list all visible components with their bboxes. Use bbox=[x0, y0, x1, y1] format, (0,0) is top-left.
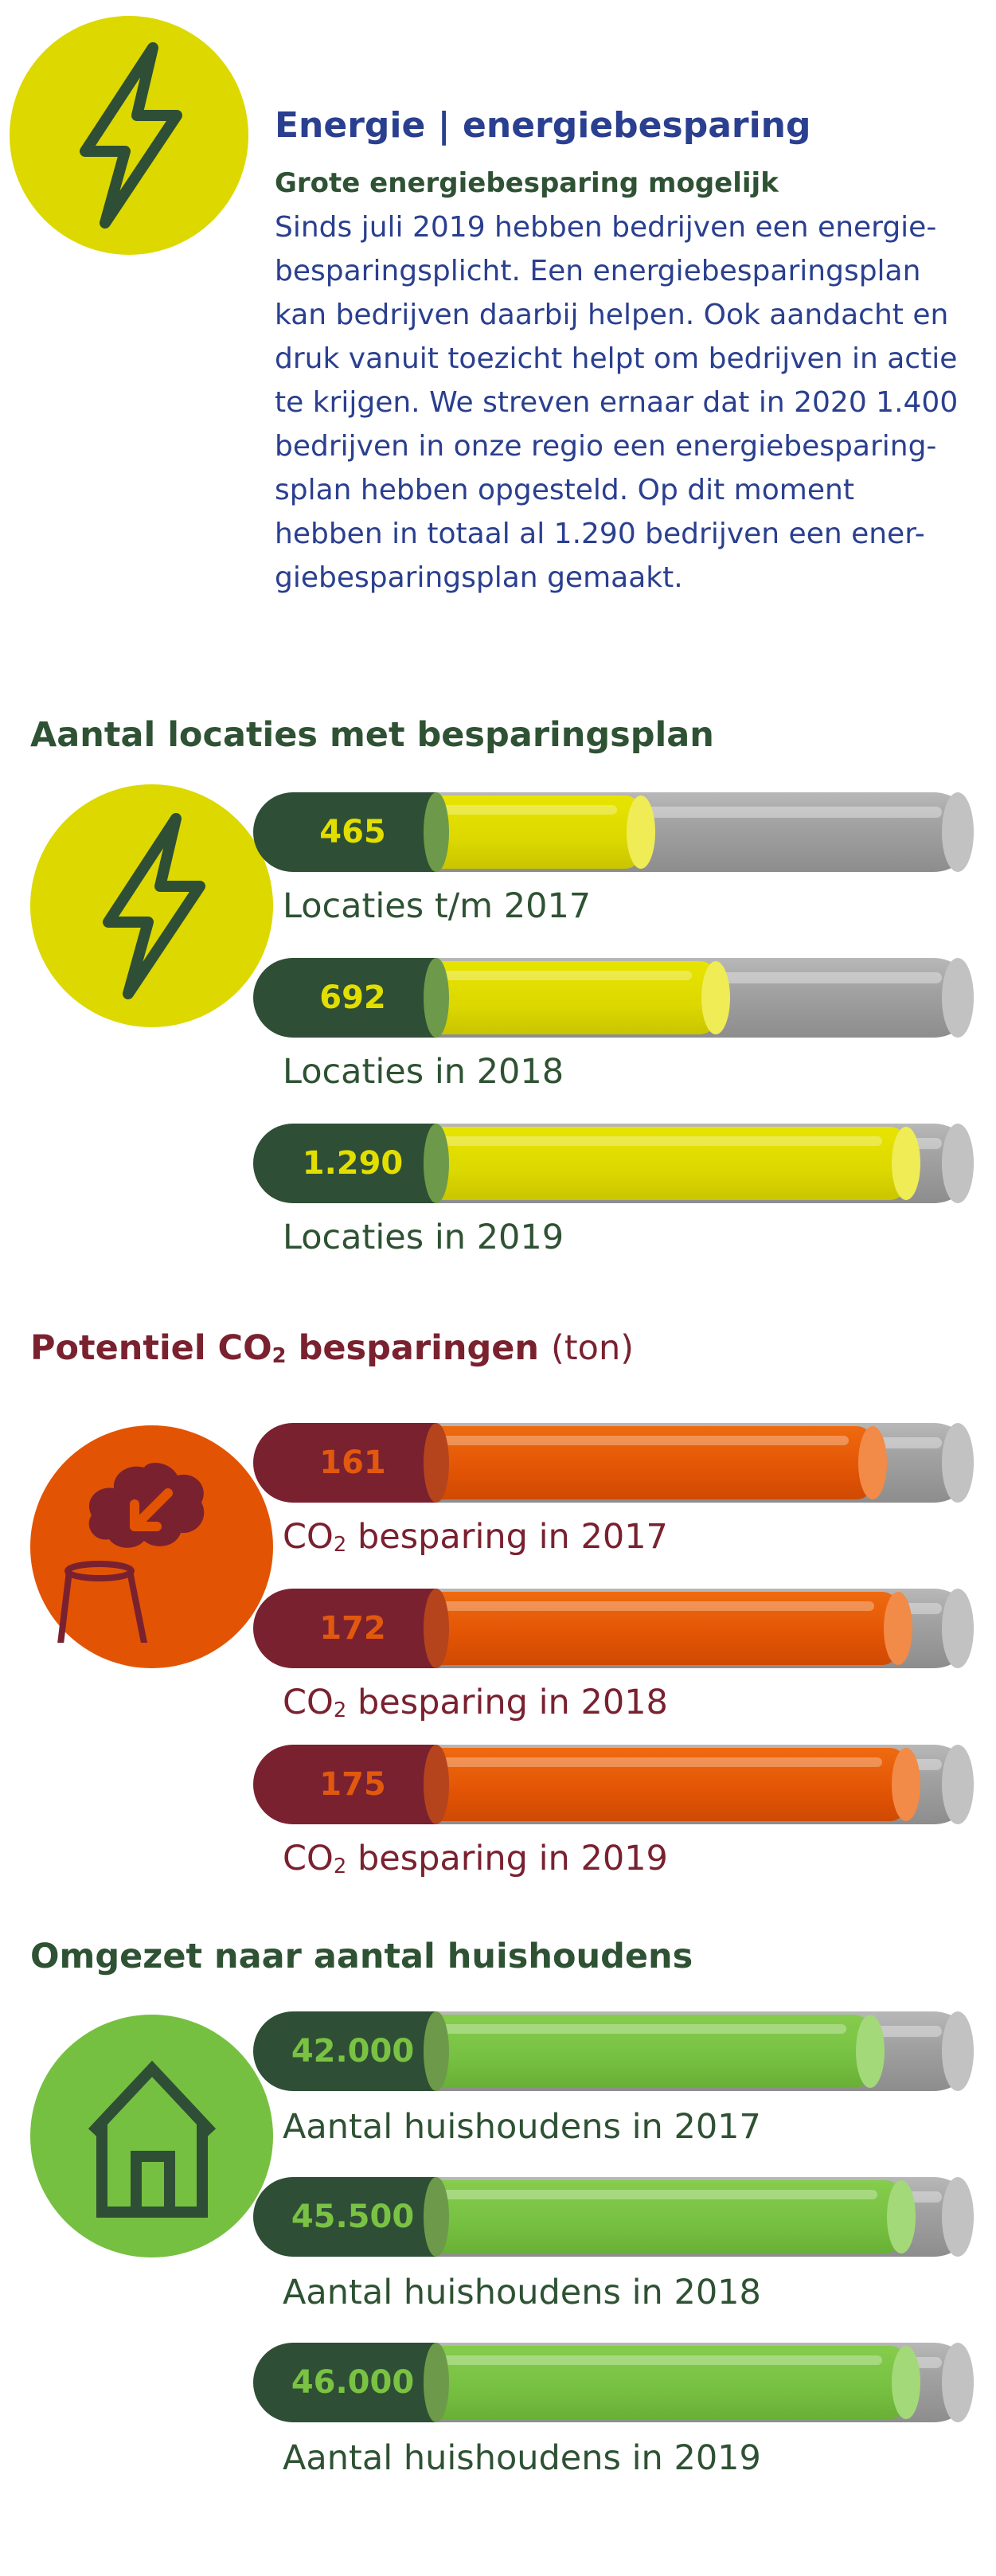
house-icon bbox=[88, 2060, 216, 2218]
intro-line: bedrijven in onze regio een energiebespa… bbox=[275, 430, 937, 463]
intro-line: druk vanuit toezicht helpt om bedrijven … bbox=[275, 342, 958, 375]
bar-fill bbox=[396, 1426, 887, 1499]
bar-value: 46.000 bbox=[291, 2364, 415, 2401]
section-heading-households: Omgezet naar aantal huishoudens bbox=[30, 1937, 693, 1976]
bar-value: 692 bbox=[319, 979, 386, 1016]
intro-line: splan hebben opgesteld. Op dit moment bbox=[275, 474, 854, 506]
bar-label: CO2 besparing in 2019 bbox=[283, 1839, 668, 1878]
bar-locations-2019: 1.290 bbox=[253, 1124, 974, 1203]
bar-label: Aantal huishoudens in 2019 bbox=[283, 2438, 761, 2478]
bar-households-2019: 46.000 bbox=[253, 2343, 974, 2422]
bar-value: 172 bbox=[319, 1610, 386, 1647]
heading-subscript: 2 bbox=[271, 1343, 287, 1368]
intro-line: te krijgen. We streven ernaar dat in 202… bbox=[275, 386, 959, 419]
intro-text: Sinds juli 2019 hebben bedrijven een ene… bbox=[275, 205, 967, 600]
households-circle bbox=[30, 2015, 273, 2257]
intro-line: hebben in totaal al 1.290 bedrijven een … bbox=[275, 518, 925, 550]
locations-circle bbox=[30, 784, 273, 1027]
page-title: Energie | energiebesparing bbox=[275, 105, 811, 146]
bar-value-cap bbox=[253, 1745, 449, 1824]
label-text: besparing in 2017 bbox=[346, 1517, 668, 1557]
bar-label: Locaties in 2019 bbox=[283, 1218, 564, 1257]
bar-fill bbox=[396, 1748, 920, 1821]
section-heading-locations: Aantal locaties met besparingsplan bbox=[30, 715, 714, 755]
bar-label: Locaties in 2018 bbox=[283, 1052, 564, 1092]
lightning-icon bbox=[80, 42, 182, 229]
bar-co2-2019: 175 bbox=[253, 1745, 974, 1824]
section-heading-co2: Potentiel CO2 besparingen (ton) bbox=[30, 1328, 634, 1368]
bar-households-2017: 42.000 bbox=[253, 2011, 974, 2091]
bar-value-cap bbox=[253, 958, 449, 1038]
bar-value-cap bbox=[253, 1124, 449, 1203]
bar-co2-2018: 172 bbox=[253, 1589, 974, 1668]
intro-line: kan bedrijven daarbij helpen. Ook aandac… bbox=[275, 299, 949, 331]
bar-value-cap bbox=[253, 1589, 449, 1668]
bar-label: CO2 besparing in 2017 bbox=[283, 1517, 668, 1557]
bar-label: Locaties t/m 2017 bbox=[283, 886, 592, 926]
bar-value: 465 bbox=[319, 814, 386, 850]
bar-label: Aantal huishoudens in 2017 bbox=[283, 2107, 761, 2147]
co2-circle bbox=[30, 1425, 273, 1668]
bar-locations-2017: 465 bbox=[253, 792, 974, 872]
lightning-icon bbox=[102, 812, 205, 999]
bar-co2-2017: 161 bbox=[253, 1423, 974, 1503]
label-text: besparing in 2018 bbox=[346, 1683, 668, 1722]
intro-line: besparingsplicht. Een energiebesparingsp… bbox=[275, 255, 921, 287]
smokestack-icon bbox=[57, 1462, 204, 1643]
page-subtitle: Grote energiebesparing mogelijk bbox=[275, 167, 779, 199]
label-subscript: 2 bbox=[333, 1698, 347, 1722]
label-text: CO bbox=[283, 1517, 334, 1557]
bar-fill bbox=[396, 1127, 920, 1200]
bar-value: 45.500 bbox=[291, 2199, 415, 2235]
bar-locations-2018: 692 bbox=[253, 958, 974, 1038]
bar-label: Aantal huishoudens in 2018 bbox=[283, 2273, 761, 2312]
label-subscript: 2 bbox=[333, 1854, 347, 1878]
bar-value: 175 bbox=[319, 1766, 386, 1803]
bar-value: 161 bbox=[319, 1444, 386, 1481]
heading-text: Potentiel CO bbox=[30, 1328, 272, 1368]
bar-fill bbox=[396, 2346, 920, 2419]
bar-value-cap bbox=[253, 2177, 449, 2257]
heading-unit: (ton) bbox=[551, 1328, 635, 1368]
bar-value: 1.290 bbox=[302, 1145, 404, 1182]
bar-households-2018: 45.500 bbox=[253, 2177, 974, 2257]
bar-fill bbox=[396, 2180, 916, 2254]
bar-value-cap bbox=[253, 2011, 449, 2091]
label-text: besparing in 2019 bbox=[346, 1839, 668, 1878]
label-text: CO bbox=[283, 1839, 334, 1878]
intro-line: Sinds juli 2019 hebben bedrijven een ene… bbox=[275, 211, 937, 244]
label-text: CO bbox=[283, 1683, 334, 1722]
bar-fill bbox=[396, 2015, 885, 2088]
bar-value-cap bbox=[253, 2343, 449, 2422]
bar-label: CO2 besparing in 2018 bbox=[283, 1683, 668, 1722]
bar-fill bbox=[396, 961, 730, 1034]
intro-line: giebesparingsplan gemaakt. bbox=[275, 561, 683, 594]
label-subscript: 2 bbox=[333, 1532, 347, 1557]
bar-value-cap bbox=[253, 1423, 449, 1503]
bar-value: 42.000 bbox=[291, 2033, 415, 2070]
bar-value-cap bbox=[253, 792, 449, 872]
heading-text: besparingen bbox=[286, 1328, 540, 1368]
bar-fill bbox=[396, 1592, 912, 1665]
energy-circle bbox=[10, 16, 248, 255]
